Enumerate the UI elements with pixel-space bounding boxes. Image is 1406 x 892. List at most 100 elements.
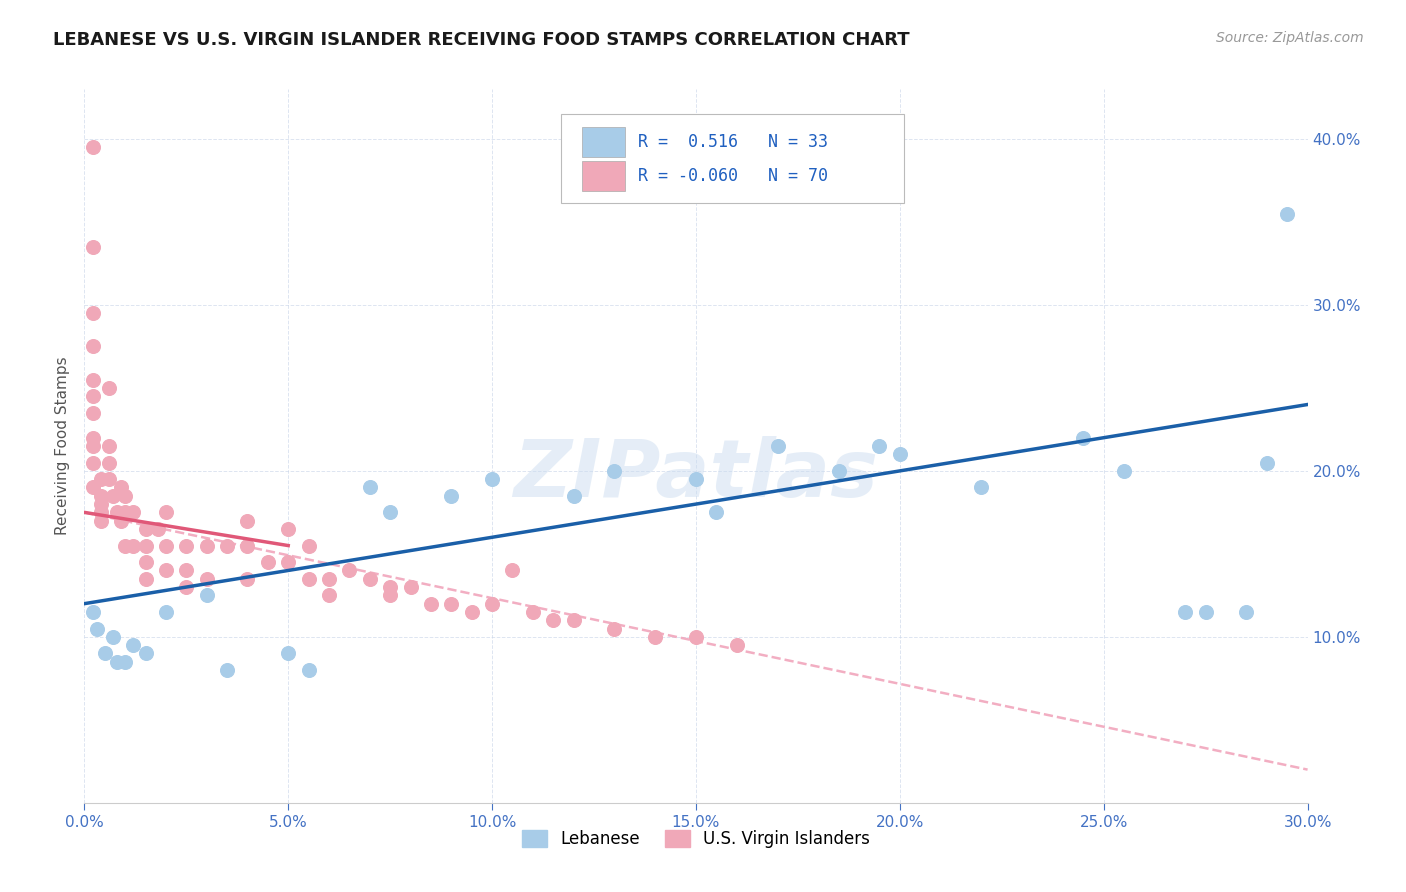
Point [82, 439, 104, 453]
Point [82, 456, 104, 470]
Point [685, 472, 707, 486]
Point [135, 522, 157, 536]
Point [105, 655, 128, 669]
Point [685, 630, 707, 644]
Text: ZIPatlas: ZIPatlas [513, 435, 879, 514]
Point [766, 439, 789, 453]
Y-axis label: Receiving Food Stamps: Receiving Food Stamps [55, 357, 70, 535]
Point [82, 481, 104, 495]
Point [155, 605, 177, 619]
Point [828, 464, 851, 478]
Point [97, 381, 120, 395]
Bar [582, 127, 626, 157]
Point [318, 572, 340, 586]
Point [97, 456, 120, 470]
Point [114, 489, 136, 503]
Point [195, 572, 218, 586]
Point [135, 539, 157, 553]
Point [277, 647, 299, 661]
Point [110, 514, 132, 528]
Point [90, 497, 112, 511]
Point [1114, 464, 1136, 478]
Point [155, 564, 177, 578]
Point [174, 580, 197, 594]
Point [1073, 431, 1095, 445]
Point [90, 505, 112, 519]
Point [195, 539, 218, 553]
Point [97, 439, 120, 453]
Bar [582, 161, 626, 191]
Point [93, 647, 115, 661]
Point [970, 481, 993, 495]
Point [1195, 605, 1218, 619]
Point [725, 638, 748, 652]
Point [97, 472, 120, 486]
Point [869, 439, 891, 453]
Point [603, 464, 626, 478]
Point [82, 605, 104, 619]
Point [82, 240, 104, 254]
Point [562, 489, 585, 503]
Point [82, 389, 104, 403]
Point [110, 481, 132, 495]
Point [481, 597, 503, 611]
Point [1236, 605, 1258, 619]
Point [122, 505, 145, 519]
Point [82, 140, 104, 154]
Point [174, 564, 197, 578]
Point [236, 539, 259, 553]
Point [277, 555, 299, 569]
Point [90, 489, 112, 503]
Point [298, 572, 321, 586]
Point [82, 339, 104, 353]
Point [644, 630, 666, 644]
Point [114, 539, 136, 553]
Point [420, 597, 443, 611]
Point [82, 431, 104, 445]
Point [90, 514, 112, 528]
Point [101, 489, 124, 503]
Point [155, 539, 177, 553]
Point [174, 539, 197, 553]
Point [257, 555, 280, 569]
Point [217, 663, 239, 677]
Point [380, 588, 402, 602]
Point [217, 539, 239, 553]
Point [1174, 605, 1197, 619]
Point [543, 613, 565, 627]
Point [359, 481, 381, 495]
FancyBboxPatch shape [561, 114, 904, 203]
Point [135, 647, 157, 661]
Point [135, 555, 157, 569]
Point [86, 622, 108, 636]
Point [502, 564, 524, 578]
Point [440, 489, 463, 503]
Point [82, 406, 104, 420]
Point [114, 655, 136, 669]
Point [359, 572, 381, 586]
Text: R = -0.060   N = 70: R = -0.060 N = 70 [638, 168, 828, 186]
Point [101, 630, 124, 644]
Point [706, 505, 728, 519]
Text: LEBANESE VS U.S. VIRGIN ISLANDER RECEIVING FOOD STAMPS CORRELATION CHART: LEBANESE VS U.S. VIRGIN ISLANDER RECEIVI… [53, 31, 910, 49]
Point [440, 597, 463, 611]
Point [236, 572, 259, 586]
Point [146, 522, 169, 536]
Point [562, 613, 585, 627]
Legend: Lebanese, U.S. Virgin Islanders: Lebanese, U.S. Virgin Islanders [515, 823, 877, 855]
Point [318, 588, 340, 602]
Point [461, 605, 484, 619]
Point [380, 580, 402, 594]
Point [135, 572, 157, 586]
Point [603, 622, 626, 636]
Point [82, 373, 104, 387]
Point [122, 638, 145, 652]
Point [90, 472, 112, 486]
Point [277, 522, 299, 536]
Point [1256, 456, 1278, 470]
Point [380, 505, 402, 519]
Point [236, 514, 259, 528]
Point [122, 539, 145, 553]
Point [1277, 207, 1299, 221]
Point [114, 505, 136, 519]
